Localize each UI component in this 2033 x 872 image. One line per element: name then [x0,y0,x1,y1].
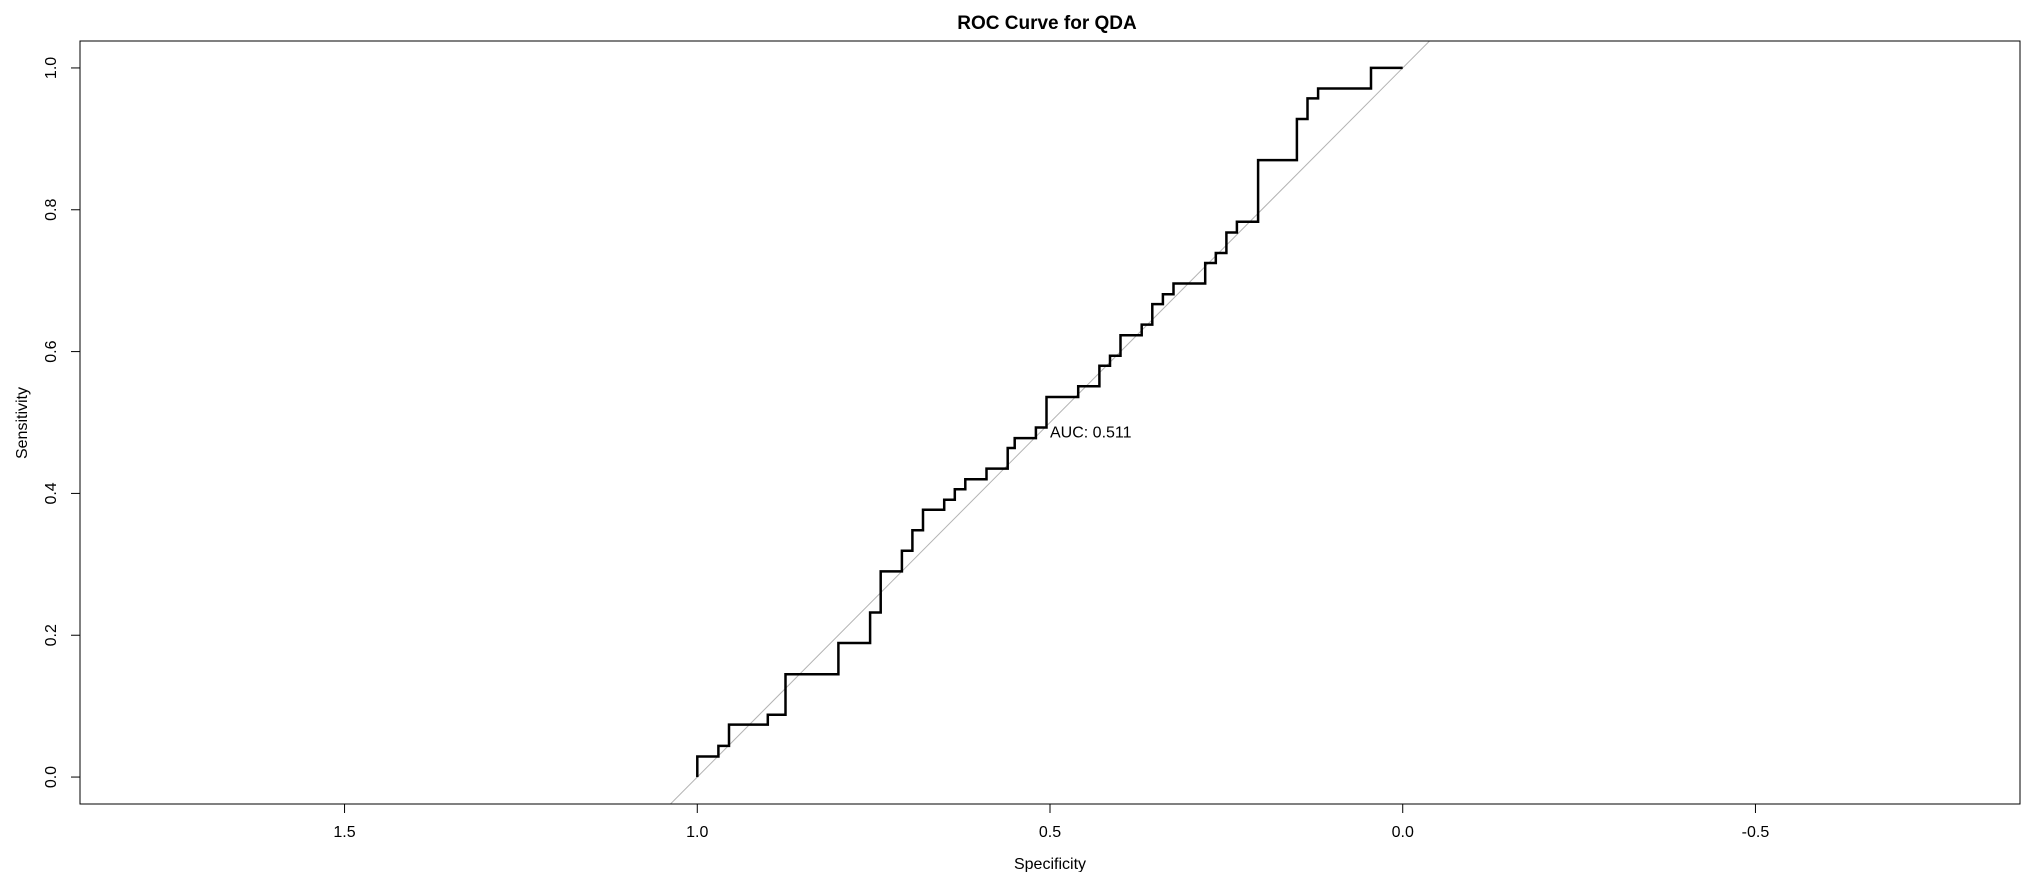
x-tick-label: 1.5 [333,824,355,841]
auc-annotation: AUC: 0.511 [1050,424,1132,441]
x-axis-label: Specificity [1014,856,1086,872]
x-axis: 1.5 1.0 0.5 0.0 -0.5 [333,804,1769,841]
x-tick-label: 0.5 [1039,824,1061,841]
chart-title: ROC Curve for QDA [957,13,1137,34]
y-tick-label: 0.6 [43,340,60,362]
y-axis: 0.0 0.2 0.4 0.6 0.8 1.0 [43,57,80,788]
reference-diagonal-line [669,41,1431,804]
y-tick-label: 0.4 [43,482,60,504]
x-tick-label: 1.0 [686,824,708,841]
annotations: AUC: 0.511 [1050,424,1132,441]
x-tick-label: -0.5 [1742,824,1770,841]
x-tick-label: 0.0 [1392,824,1414,841]
y-tick-label: 0.2 [43,624,60,646]
y-axis-label: Sensitivity [14,387,31,459]
y-tick-label: 0.8 [43,199,60,221]
roc-curve-line [696,66,1403,778]
y-tick-label: 1.0 [43,57,60,79]
y-tick-label: 0.0 [43,766,60,788]
